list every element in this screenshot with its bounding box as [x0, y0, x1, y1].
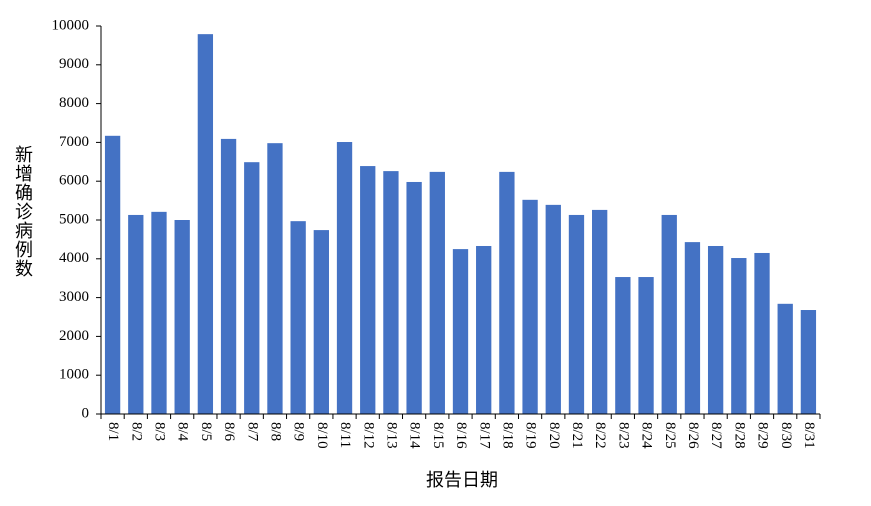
- bar: [777, 303, 793, 414]
- bar: [522, 199, 538, 414]
- bar: [684, 242, 701, 414]
- y-tick-label: 1000: [59, 367, 89, 383]
- x-tick-label: 8/1: [105, 422, 121, 441]
- x-tick-label: 8/23: [615, 422, 631, 449]
- x-tick-label: 8/8: [268, 422, 284, 441]
- bar: [383, 171, 399, 414]
- bar: [568, 214, 585, 414]
- x-tick-label: 8/10: [314, 422, 330, 449]
- y-tick-label: 5000: [59, 211, 89, 227]
- bar: [336, 142, 353, 414]
- bar: [754, 252, 770, 414]
- bar: [244, 162, 260, 414]
- bar: [128, 214, 144, 414]
- x-tick-label: 8/22: [592, 422, 608, 449]
- x-tick-label: 8/17: [476, 422, 492, 449]
- x-tick-label: 8/5: [198, 422, 214, 441]
- y-tick-label: 8000: [59, 95, 89, 111]
- x-tick-label: 8/12: [360, 422, 376, 449]
- bar: [707, 245, 724, 414]
- x-tick-label: 8/27: [708, 422, 724, 449]
- y-tick-label: 7000: [59, 134, 89, 150]
- y-tick-label: 4000: [59, 250, 89, 266]
- y-tick-label: 6000: [59, 173, 89, 189]
- x-tick-label: 8/7: [244, 422, 260, 442]
- x-tick-label: 8/4: [175, 422, 191, 442]
- x-tick-label: 8/29: [755, 422, 771, 449]
- bar: [615, 277, 631, 414]
- bar: [638, 277, 654, 414]
- x-tick-label: 8/16: [453, 422, 469, 449]
- bar: [499, 171, 515, 414]
- bar: [197, 34, 214, 414]
- x-tick-label: 8/24: [639, 422, 655, 449]
- y-tick-label: 3000: [59, 289, 89, 305]
- bar: [313, 230, 329, 414]
- x-tick-label: 8/31: [801, 422, 817, 449]
- x-tick-label: 8/6: [221, 422, 237, 442]
- bar: [429, 171, 445, 414]
- x-tick-label: 8/20: [546, 422, 562, 449]
- x-tick-label: 8/15: [430, 422, 446, 449]
- bar: [290, 221, 306, 414]
- x-tick-label: 8/28: [731, 422, 747, 449]
- bar: [267, 143, 283, 414]
- y-tick-label: 10000: [52, 17, 90, 33]
- bar: [220, 138, 237, 414]
- y-tick-label: 9000: [59, 56, 89, 72]
- bar: [104, 135, 121, 414]
- y-tick-label: 0: [82, 405, 90, 421]
- bar: [800, 310, 817, 414]
- x-tick-label: 8/13: [383, 422, 399, 449]
- x-tick-label: 8/30: [778, 422, 794, 449]
- bar: [452, 249, 469, 414]
- bar: [151, 211, 167, 414]
- bar: [592, 209, 608, 414]
- x-tick-label: 8/25: [662, 422, 678, 449]
- bar: [174, 220, 190, 414]
- y-tick-label: 2000: [59, 328, 89, 344]
- y-axis-label: 新增确诊病例数: [12, 145, 33, 278]
- bar: [406, 181, 422, 414]
- x-tick-label: 8/9: [291, 422, 307, 441]
- x-tick-label: 8/2: [128, 422, 144, 441]
- x-tick-label: 8/11: [337, 422, 353, 448]
- bar: [360, 166, 376, 414]
- x-tick-label: 8/21: [569, 422, 585, 449]
- bar: [545, 204, 561, 414]
- x-tick-label: 8/18: [499, 422, 515, 449]
- x-tick-label: 8/14: [407, 422, 423, 449]
- x-tick-label: 8/26: [685, 422, 701, 449]
- x-axis-label: 报告日期: [426, 470, 498, 491]
- x-tick-label: 8/19: [523, 422, 539, 449]
- x-tick-label: 8/3: [152, 422, 168, 441]
- bar: [476, 245, 492, 414]
- bar: [661, 214, 677, 414]
- bar: [731, 258, 747, 414]
